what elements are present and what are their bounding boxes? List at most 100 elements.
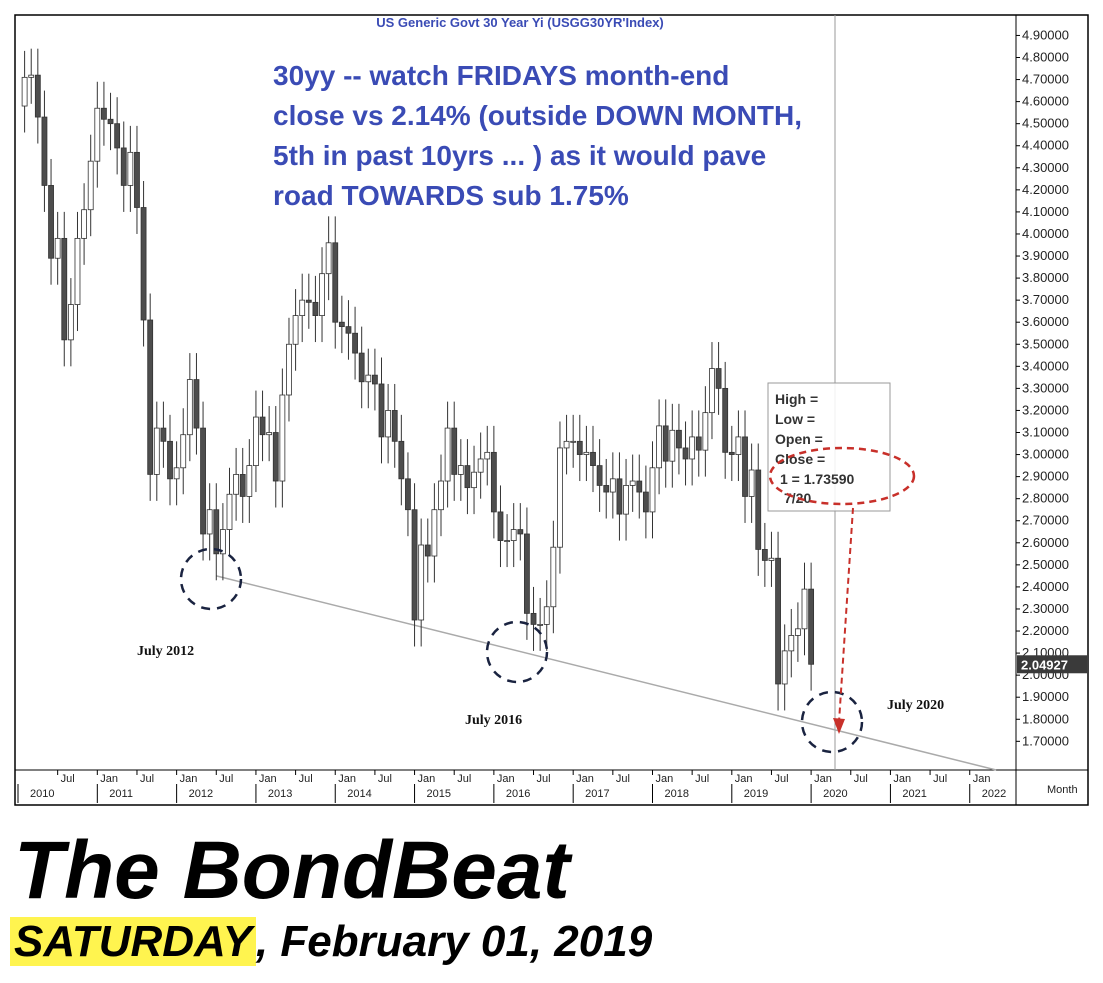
y-tick-label: 4.90000 [1022, 27, 1069, 42]
info-text: Close = [775, 451, 825, 467]
candle-body [28, 74, 35, 78]
x-tick-label: Jul [299, 773, 313, 785]
candle-body [504, 540, 510, 542]
candle-body [219, 529, 226, 555]
x-year-label: 2011 [109, 788, 133, 800]
candle-body [543, 606, 550, 625]
x-tick-label: Jan [735, 773, 753, 785]
candle-body [226, 493, 233, 530]
candle-body [305, 299, 312, 303]
x-year-label: 2016 [506, 788, 530, 800]
candle-body [180, 434, 187, 469]
circle-label: July 2012 [137, 644, 194, 659]
candle-body [385, 410, 392, 438]
annotation: 5th in past 10yrs ... ) as it would pave [273, 140, 766, 171]
candle-body [682, 447, 689, 460]
y-tick-label: 4.40000 [1022, 138, 1069, 153]
candle-body [34, 74, 41, 118]
candle-body [490, 451, 497, 513]
trendline [216, 575, 997, 771]
candle-body [299, 299, 306, 316]
candle-body [147, 319, 154, 475]
candle-body [808, 588, 815, 665]
candle-body [365, 374, 372, 383]
x-tick-label: Jan [655, 773, 673, 785]
candle-body [642, 491, 649, 513]
x-tick-label: Jan [973, 773, 991, 785]
candle-body [411, 509, 418, 621]
info-text: High = [775, 391, 818, 407]
candle-body [768, 557, 775, 561]
candle-body [563, 440, 570, 449]
y-tick-label: 2.30000 [1022, 601, 1069, 616]
candle-body [431, 509, 438, 557]
x-tick-label: Jan [576, 773, 594, 785]
candle-body [160, 427, 167, 442]
y-tick-label: 4.30000 [1022, 160, 1069, 175]
candle-body [742, 436, 748, 497]
y-tick-label: 2.50000 [1022, 557, 1069, 572]
x-tick-label: Jan [100, 773, 118, 785]
candle-body [94, 107, 101, 162]
y-tick-label: 2.90000 [1022, 469, 1069, 484]
candle-body [510, 529, 517, 541]
candle-body [233, 474, 240, 495]
candle-body [391, 410, 398, 442]
x-year-label: 2010 [30, 788, 54, 800]
candle-body [127, 151, 134, 186]
y-tick-label: 3.00000 [1022, 447, 1069, 462]
candle-body [338, 321, 345, 328]
candle-body [424, 544, 431, 557]
candle-body [662, 425, 669, 462]
x-tick-label: Jul [61, 773, 75, 785]
y-tick-label: 1.80000 [1022, 711, 1069, 726]
candle-body [319, 273, 325, 316]
highlight-circle [179, 547, 243, 611]
y-tick-label: 3.60000 [1022, 314, 1069, 329]
candle-body [524, 533, 530, 614]
candle-body [87, 160, 94, 211]
candle-body [167, 440, 173, 480]
candle-body [755, 469, 762, 550]
y-tick-label: 4.70000 [1022, 72, 1069, 87]
footer-date: , February 01, 2019 [255, 917, 653, 966]
candle-body [41, 116, 48, 186]
y-tick-label: 2.80000 [1022, 491, 1069, 506]
candle-body [279, 394, 286, 482]
candle-body [530, 612, 537, 625]
candle-body [748, 469, 755, 497]
x-tick-label: Jul [537, 773, 551, 785]
y-tick-label: 3.80000 [1022, 270, 1069, 285]
candle-body [153, 427, 160, 475]
candle-body [649, 467, 656, 513]
candle-body [583, 451, 590, 455]
candle-body [537, 624, 544, 626]
x-tick-label: Jan [814, 773, 832, 785]
candle-body [735, 436, 742, 455]
x-year-label: 2015 [427, 788, 451, 800]
chart-frame [14, 14, 1089, 806]
y-tick-label: 3.10000 [1022, 425, 1069, 440]
candle-body [477, 458, 484, 473]
y-tick-label: 4.20000 [1022, 182, 1069, 197]
highlight-ellipse [768, 446, 916, 506]
info-text: Low = [775, 411, 815, 427]
candle-body [676, 429, 682, 449]
y-tick-label: 3.40000 [1022, 358, 1069, 373]
candle-body [398, 440, 405, 480]
candle-body [596, 465, 603, 486]
candle-body [286, 343, 292, 396]
candle-body [669, 429, 676, 462]
candle-body [794, 628, 801, 636]
circle-label: July 2016 [465, 713, 522, 728]
candle-body [292, 315, 299, 345]
candle-body [67, 304, 74, 341]
x-year-label: 2022 [982, 788, 1006, 800]
y-tick-label: 2.40000 [1022, 579, 1069, 594]
annotation: close vs 2.14% (outside DOWN MONTH, [273, 100, 802, 131]
candle-body [728, 451, 735, 455]
y-tick-label: 3.30000 [1022, 380, 1069, 395]
candle-body [788, 635, 795, 652]
candle-body [609, 478, 616, 493]
info-box [767, 382, 891, 512]
